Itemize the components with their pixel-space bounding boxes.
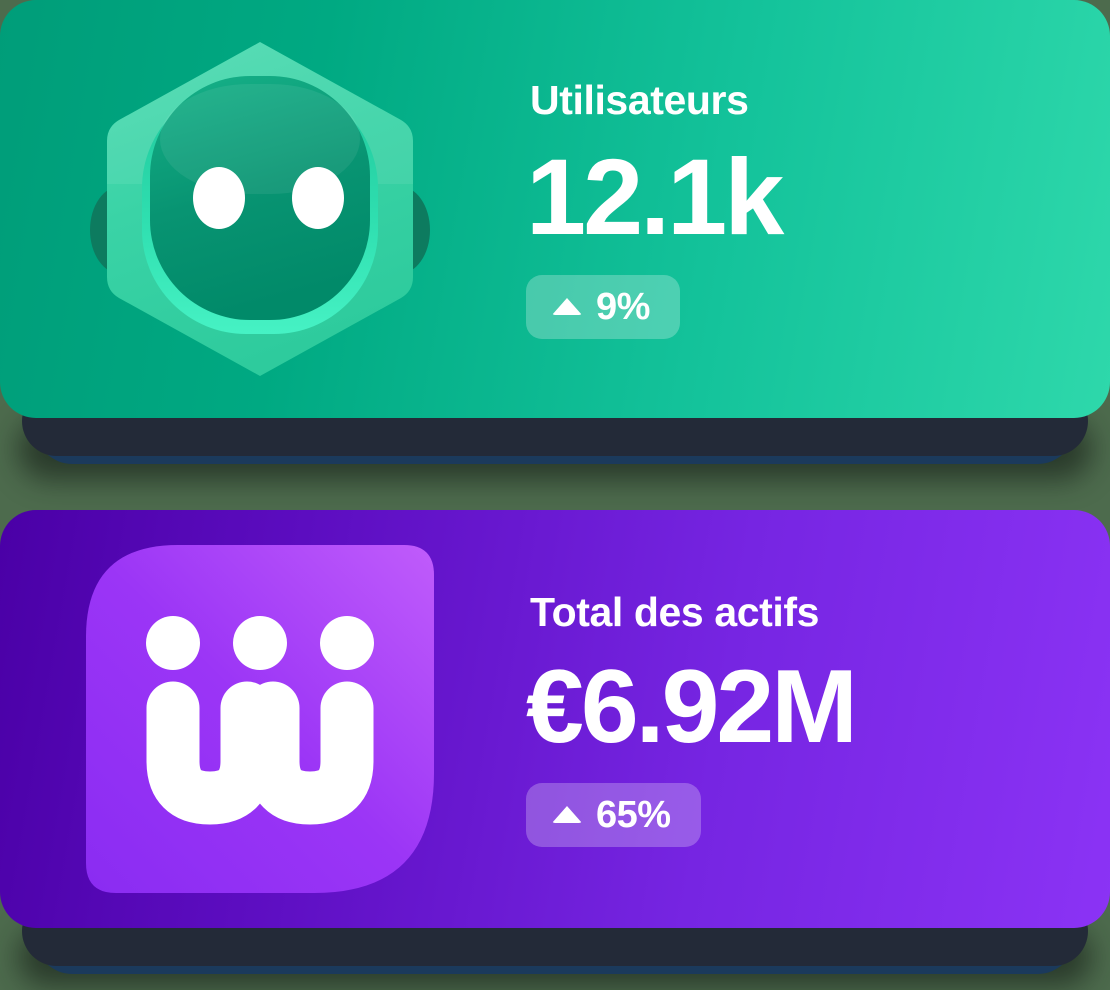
users-card-value: 12.1k [526,135,784,257]
assets-card-media [0,510,520,928]
w-squircle-logo-icon [86,545,434,893]
triangle-up-icon [552,298,582,315]
users-card-delta-badge[interactable]: 9% [526,274,680,339]
assets-card-title: Total des actifs [530,588,820,635]
users-card[interactable]: Utilisateurs 12.1k 9% [0,0,1110,418]
triangle-up-icon [552,806,582,823]
robot-hexagon-icon [90,34,430,384]
users-card-media [0,0,520,418]
assets-card-value: €6.92M [526,648,858,765]
assets-card[interactable]: Total des actifs €6.92M 65% [0,510,1110,928]
assets-card-body: Total des actifs €6.92M 65% [520,588,1110,847]
users-card-title: Utilisateurs [530,76,749,123]
assets-card-delta-badge[interactable]: 65% [526,782,701,847]
users-card-delta-text: 9% [596,285,650,328]
assets-card-delta-text: 65% [596,793,671,836]
users-card-body: Utilisateurs 12.1k 9% [520,76,1110,339]
